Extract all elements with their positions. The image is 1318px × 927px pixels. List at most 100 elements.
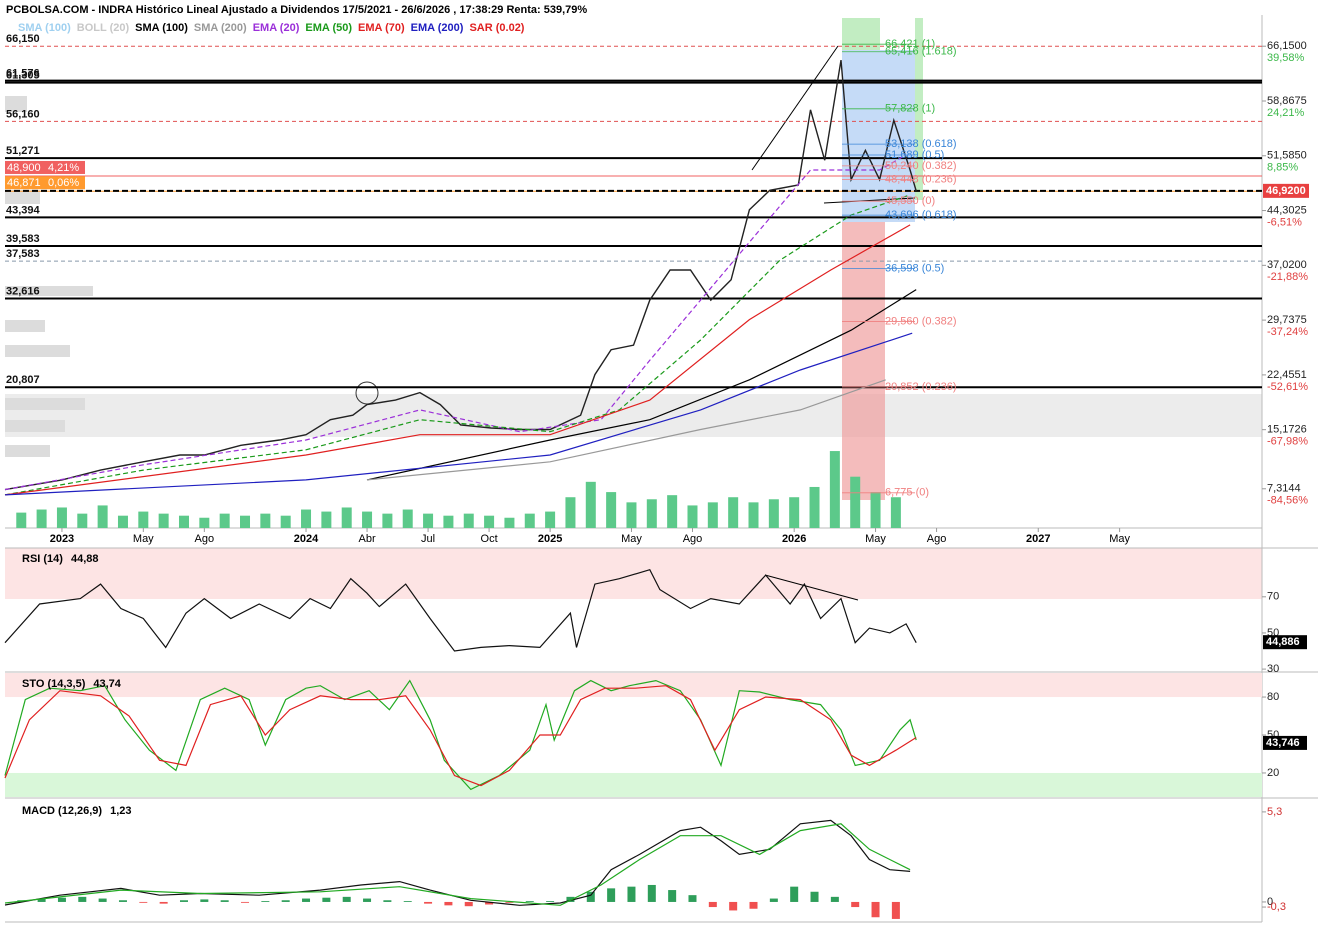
box-note: 0,06% [48, 177, 79, 189]
fib-label: 53,138 (0.618) [885, 138, 957, 150]
level-label: 39,583 [6, 233, 40, 245]
panel-title: STO (14,3,5) [22, 678, 86, 690]
x-tick-label: 2026 [782, 533, 806, 545]
histogram-bar [505, 901, 514, 903]
legend-entry: SMA (100) [18, 22, 71, 34]
x-tick-label: Ago [683, 533, 703, 545]
histogram-bar [363, 898, 372, 902]
histogram-bar [281, 900, 290, 902]
volume-bar [36, 509, 47, 528]
series-line [4, 224, 911, 496]
volume-bar [545, 511, 556, 528]
legend-entry: EMA (70) [358, 22, 405, 34]
volume-bar [504, 517, 515, 528]
histogram-bar [729, 901, 738, 911]
x-tick-label: Abr [358, 533, 375, 545]
volume-bar [748, 502, 759, 528]
volume-bar [341, 507, 352, 528]
histogram-bar [830, 896, 839, 902]
series-line [4, 819, 911, 906]
histogram-bar [179, 900, 188, 902]
panel-readout: 1,23 [110, 805, 131, 817]
volume-bar [850, 476, 861, 528]
volume-bar [138, 511, 149, 528]
y-tick-label: 7,3144 [1267, 483, 1301, 495]
fib-label: 57,828 (1) [885, 103, 935, 115]
volume-bar [219, 513, 230, 528]
x-tick-label: May [1109, 533, 1130, 545]
volume-bar [178, 515, 189, 528]
series-line [366, 289, 917, 481]
y-tick-label: 15,1726 [1267, 424, 1307, 436]
volume-bar [687, 505, 698, 528]
volume-bar [809, 486, 820, 528]
volume-bar [463, 513, 474, 528]
y-tick-label: 44,3025 [1267, 204, 1307, 216]
volume-bar [626, 502, 637, 528]
histogram-bar [485, 901, 494, 905]
histogram-bar [810, 891, 819, 902]
level-label: 66,150 [6, 33, 40, 45]
fib-label: 48,448 (0.236) [885, 173, 957, 185]
fib-zone [842, 222, 885, 500]
x-tick-label: 2023 [50, 533, 74, 545]
x-tick-label: 2027 [1026, 533, 1050, 545]
histogram-bar [424, 901, 433, 904]
histogram-bar [444, 901, 453, 906]
fib-label: 51,689 (0.5) [885, 149, 944, 161]
box-note: 4,21% [48, 162, 79, 174]
chart-title: PCBOLSA.COM - INDRA Histórico Lineal Aju… [6, 4, 587, 16]
histogram-bar [98, 898, 107, 902]
legend-entry: SMA (100) [135, 22, 188, 34]
y-tick-label: 58,8675 [1267, 95, 1307, 107]
trend-line [751, 45, 839, 171]
legend-entry: EMA (200) [411, 22, 464, 34]
histogram-bar [566, 896, 575, 902]
y-tick-label: 22,4551 [1267, 369, 1307, 381]
y-tick-note: 24,21% [1267, 107, 1305, 119]
fib-zone [915, 18, 923, 200]
volume-bar [768, 499, 779, 528]
volume-bar [56, 507, 67, 528]
volume-bar [97, 505, 108, 528]
volume-bar [829, 451, 840, 528]
histogram-bar [749, 901, 758, 909]
histogram-bar [891, 901, 900, 919]
histogram-bar [139, 901, 148, 903]
y-tick-note: -67,98% [1267, 436, 1308, 448]
level-label: 32,616 [6, 285, 40, 297]
zone [5, 772, 1262, 797]
histogram-bar [57, 897, 66, 902]
y-tick-label: 37,0200 [1267, 259, 1307, 271]
volume-bar [240, 515, 251, 528]
trend-line [764, 574, 859, 601]
volume-bar [321, 511, 332, 528]
x-tick-label: May [133, 533, 154, 545]
series-line [4, 154, 907, 491]
volume-bar [728, 497, 739, 528]
volume-bar [667, 495, 678, 528]
box-label: 48,900 [7, 162, 41, 174]
y-tick-note: -6,51% [1267, 216, 1302, 228]
volume-bar [606, 492, 617, 528]
volume-bar [382, 513, 393, 528]
y-tick-label: -0,3 [1267, 901, 1286, 913]
y-tick-label: 29,7375 [1267, 314, 1307, 326]
y-tick-label: 0 [1267, 896, 1273, 908]
histogram-bar [647, 884, 656, 902]
value-tag [1263, 735, 1307, 750]
histogram-bar [37, 898, 46, 902]
level-label: 61,305 [6, 70, 40, 82]
histogram-bar [261, 901, 270, 902]
y-tick-label: 66,1500 [1267, 40, 1307, 52]
x-tick-label: May [621, 533, 642, 545]
panel-readout: 44,88 [71, 553, 99, 565]
y-tick-label: 80 [1267, 691, 1279, 703]
volume-bar [890, 497, 901, 528]
box-tag [5, 160, 85, 174]
fib-label: 65,416 (1.618) [885, 46, 957, 58]
fib-label: 36,598 (0.5) [885, 262, 944, 274]
volume-bar [524, 513, 535, 528]
y-tick-note: -21,88% [1267, 271, 1308, 283]
